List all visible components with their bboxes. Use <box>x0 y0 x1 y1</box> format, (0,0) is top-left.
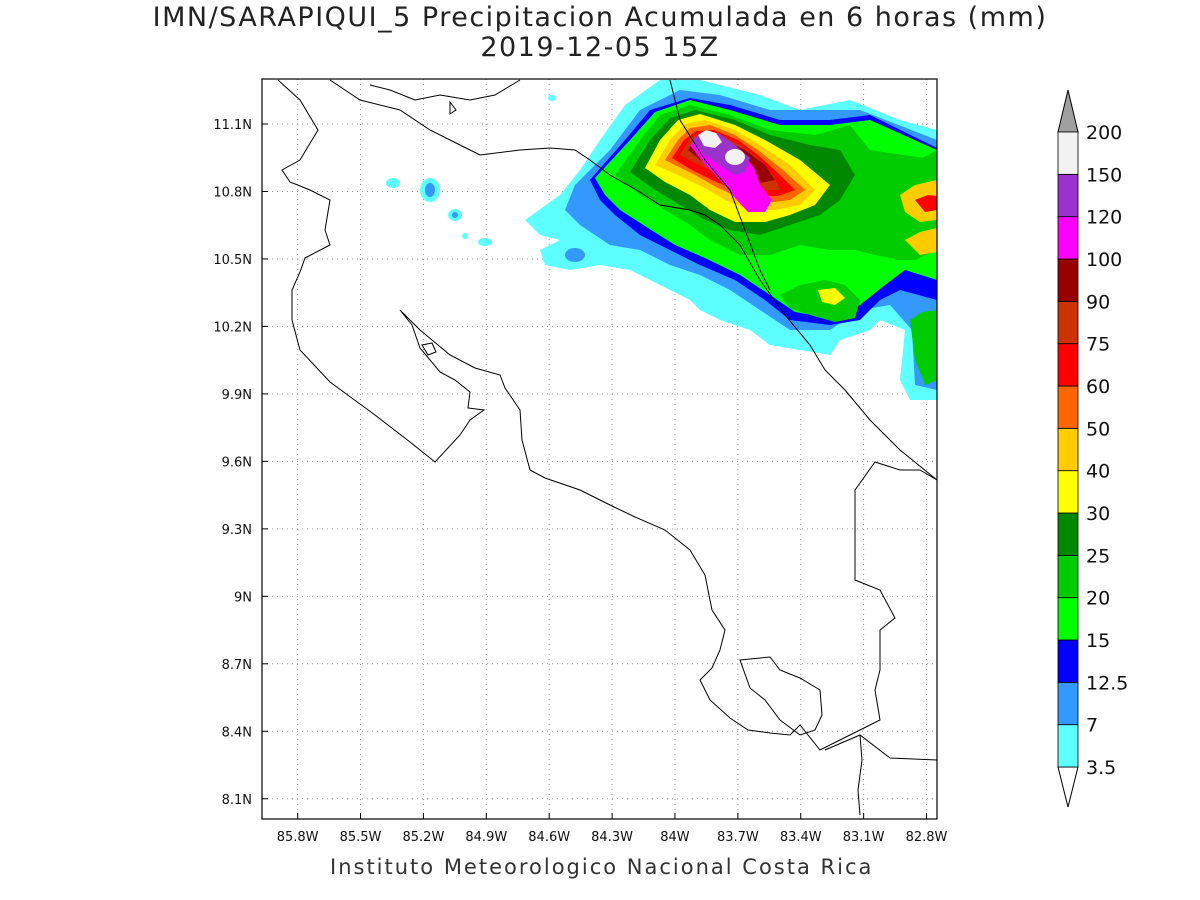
x-tick-label: 85.8W <box>277 830 319 845</box>
colorbar-min-triangle <box>1057 766 1079 808</box>
colorbar-label: 90 <box>1086 291 1110 313</box>
y-tick-label: 11.1N <box>213 118 252 133</box>
precip-east-green2 <box>910 310 937 385</box>
colorbar-label: 3.5 <box>1086 757 1116 779</box>
y-tick-label: 8.1N <box>222 793 252 808</box>
precip-south-yellow <box>818 288 845 305</box>
colorbar-swatch <box>1057 343 1079 387</box>
colorbar-label: 150 <box>1086 164 1122 186</box>
colorbar-swatch <box>1057 131 1079 175</box>
x-tick-label: 85.2W <box>403 830 445 845</box>
precip-cell <box>478 238 492 246</box>
colorbar-swatch <box>1057 724 1079 768</box>
colorbar-label: 40 <box>1086 461 1110 483</box>
colorbar-swatch <box>1057 216 1079 260</box>
x-tick-label: 83.4W <box>780 830 822 845</box>
colorbar-label: 15 <box>1086 630 1110 652</box>
precip-south-green <box>780 280 860 322</box>
y-tick-label: 10.2N <box>213 320 252 335</box>
colorbar-swatch <box>1057 300 1079 345</box>
x-tick-label: 82.8W <box>906 830 948 845</box>
map-grid <box>262 79 937 819</box>
precip-cell <box>386 178 400 188</box>
y-tick-label: 9N <box>234 590 252 605</box>
x-tick-label: 84.6W <box>528 830 570 845</box>
x-tick-label: 84W <box>660 830 690 845</box>
colorbar-label: 75 <box>1086 334 1110 356</box>
colorbar-swatch <box>1057 512 1079 556</box>
precip-east-red <box>915 195 937 212</box>
colorbar-swatch <box>1057 681 1079 726</box>
colorbar-label: 100 <box>1086 249 1122 271</box>
y-tick-label: 9.9N <box>222 388 252 403</box>
precip-east-yellow2 <box>905 228 937 255</box>
y-tick-label: 8.7N <box>222 658 252 673</box>
colorbar-label: 200 <box>1086 122 1122 144</box>
precip-cell <box>462 233 468 239</box>
y-tick-label: 8.4N <box>222 725 252 740</box>
coastlines <box>277 79 937 816</box>
colorbar-label: 120 <box>1086 207 1122 229</box>
y-tick-label: 9.6N <box>222 455 252 470</box>
precip-cell <box>548 95 556 101</box>
x-tick-label: 84.9W <box>465 830 507 845</box>
y-axis-ticks: 11.1N 10.8N 10.5N 10.2N 9.9N 9.6N 9.3N 9N 8.7N 8.… <box>213 118 252 808</box>
colorbar-swatch <box>1057 385 1079 429</box>
x-tick-label: 84.3W <box>591 830 633 845</box>
chart-title: IMN/SARAPIQUI_5 Precipitacion Acumulada … <box>152 2 1048 33</box>
colorbar-label: 12.5 <box>1086 672 1128 694</box>
y-tick-label: 9.3N <box>222 523 252 538</box>
colorbar-label: 60 <box>1086 376 1110 398</box>
precipitation-field <box>386 80 937 400</box>
colorbar-label: 25 <box>1086 545 1110 567</box>
precip-white <box>725 149 745 165</box>
y-tick-label: 10.5N <box>213 253 252 268</box>
colorbar: 3.5 7 12.5 15 20 25 30 40 50 60 75 90 100 120 150 200 <box>1057 89 1128 808</box>
precip-cell <box>452 212 458 218</box>
x-tick-label: 83.1W <box>843 830 885 845</box>
precip-cell <box>565 248 585 262</box>
x-tick-label: 83.7W <box>717 830 759 845</box>
colorbar-label: 30 <box>1086 503 1110 525</box>
footer-credit: Instituto Meteorologico Nacional Costa R… <box>330 855 874 879</box>
y-tick-label: 10.8N <box>213 185 252 200</box>
colorbar-swatch <box>1057 173 1079 218</box>
colorbar-label: 20 <box>1086 588 1110 610</box>
chart-subtitle: 2019-12-05 15Z <box>480 32 720 63</box>
x-axis-ticks: 85.8W 85.5W 85.2W 84.9W 84.6W 84.3W 84W 83.7W 83… <box>277 830 948 845</box>
plot-frame <box>261 78 938 820</box>
colorbar-swatch <box>1057 258 1079 302</box>
colorbar-swatch <box>1057 427 1079 472</box>
x-tick-label: 85.5W <box>340 830 382 845</box>
colorbar-max-triangle <box>1057 89 1079 133</box>
precip-white <box>698 130 722 148</box>
precip-cell <box>425 183 435 197</box>
colorbar-swatch <box>1057 597 1079 641</box>
colorbar-swatch <box>1057 639 1079 683</box>
colorbar-swatch <box>1057 554 1079 599</box>
colorbar-label: 50 <box>1086 418 1110 440</box>
colorbar-swatch <box>1057 470 1079 514</box>
colorbar-label: 7 <box>1086 715 1098 737</box>
